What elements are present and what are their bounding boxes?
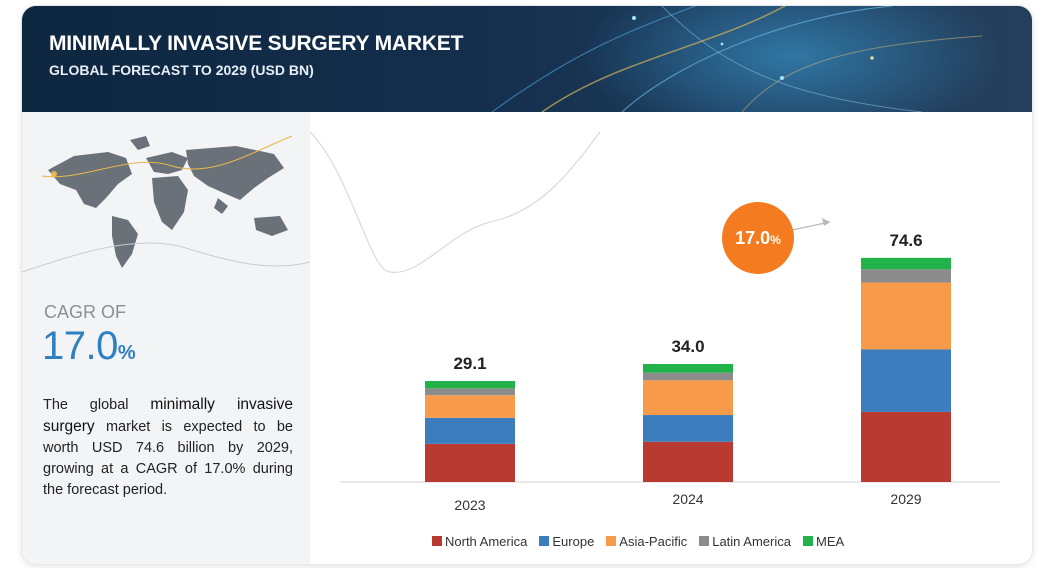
- legend-item: North America: [432, 534, 527, 549]
- legend-label: Latin America: [712, 533, 791, 549]
- legend-swatch: [802, 536, 813, 546]
- header-banner: MINIMALLY INVASIVE SURGERY MARKET GLOBAL…: [22, 6, 1032, 112]
- world-map-icon: [22, 135, 310, 273]
- legend-label: Europe: [552, 533, 595, 549]
- legend-swatch: [699, 536, 710, 546]
- legend-label: MEA: [815, 533, 845, 549]
- growth-badge-unit: %: [770, 233, 781, 247]
- bar-total-label: 29.1: [453, 354, 486, 373]
- legend-item: MEA: [802, 533, 845, 549]
- bar-segment-2029-asia-pacific: [861, 282, 951, 350]
- bar-total-label: 34.0: [671, 337, 704, 356]
- bar-segment-2024-asia-pacific: [643, 380, 733, 416]
- summary-panel: CAGR OF 17.0% The global minimally invas…: [22, 112, 310, 564]
- legend-item: Latin America: [699, 534, 791, 549]
- bar-segment-2023-asia-pacific: [425, 395, 515, 418]
- chart-legend: North America Europe Asia-Pacific Latin Ame…: [432, 532, 844, 550]
- bar-segment-2029-europe: [861, 349, 951, 412]
- x-tick-label: 2029: [890, 491, 921, 507]
- growth-badge: [722, 202, 794, 274]
- page-title: MINIMALLY INVASIVE SURGERY MARKET: [49, 32, 464, 55]
- legend-swatch: [539, 536, 550, 546]
- cagr-value: 17.0%: [42, 324, 136, 369]
- bar-segment-2024-europe: [643, 415, 733, 442]
- infographic-card: MINIMALLY INVASIVE SURGERY MARKET GLOBAL…: [22, 6, 1032, 564]
- cagr-unit: %: [117, 342, 136, 364]
- bar-segment-2029-latin-america: [861, 269, 951, 283]
- legend-item: Asia-Pacific: [606, 534, 687, 549]
- page-subtitle: GLOBAL FORECAST TO 2029 (USD BN): [49, 62, 314, 78]
- legend-swatch: [432, 536, 442, 546]
- cagr-label: CAGR OF: [44, 302, 127, 322]
- x-tick-label: 2023: [454, 497, 485, 513]
- description-part: The global: [43, 397, 151, 413]
- market-bar-chart: 29.1 2023 34.0 2024 74.6 2029 17.0%: [310, 131, 1000, 513]
- description-part: market is expected to be worth USD 74.6 …: [43, 419, 293, 498]
- legend-swatch: [606, 536, 617, 546]
- x-tick-label: 2024: [672, 491, 703, 507]
- bar-segment-2023-mea: [425, 381, 515, 389]
- bar-segment-2029-mea: [861, 257, 951, 270]
- market-description: The global minimally invasive surgery ma…: [43, 394, 293, 501]
- description-highlight: minimally invasive surgery: [43, 396, 293, 435]
- legend-label: North America: [445, 533, 528, 549]
- legend-item: Europe: [539, 534, 594, 549]
- growth-arrowhead: [822, 218, 830, 226]
- decorative-curve: [310, 131, 601, 273]
- bar-segment-2023-north-america: [425, 443, 515, 482]
- header-decoration: [491, 6, 1002, 112]
- bar-segment-2029-north-america: [861, 411, 951, 482]
- bar-segment-2024-north-america: [643, 441, 733, 482]
- bar-segment-2024-mea: [643, 364, 733, 373]
- growth-badge-text: 17.0%: [735, 228, 781, 248]
- bar-total-label: 74.6: [889, 231, 922, 250]
- growth-indicator: 17.0%: [722, 202, 831, 274]
- bar-segment-2024-latin-america: [643, 372, 733, 381]
- bar-segment-2023-europe: [425, 417, 515, 444]
- growth-badge-value: 17.0: [735, 228, 770, 248]
- bar-segment-2023-latin-america: [425, 388, 515, 396]
- cagr-number: 17.0: [42, 324, 118, 368]
- legend-label: Asia-Pacific: [619, 533, 688, 549]
